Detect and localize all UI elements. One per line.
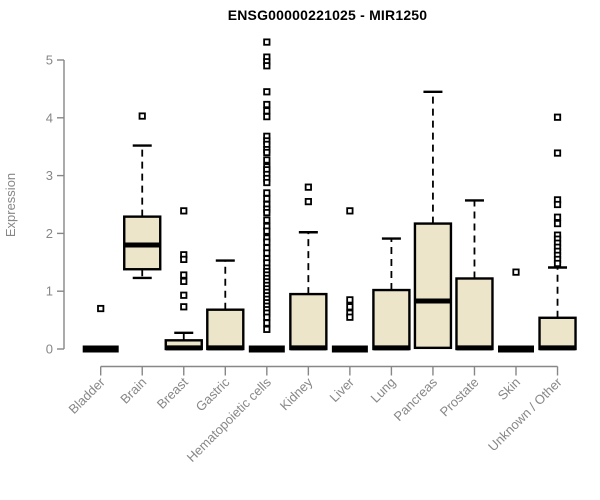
- outlier-point: [553, 219, 562, 228]
- collapsed-box: [82, 345, 119, 353]
- collapsed-box: [331, 345, 368, 353]
- outlier-point: [138, 112, 146, 120]
- x-category-label: Kidney: [277, 374, 316, 413]
- outlier-point: [346, 303, 354, 311]
- outlier-point: [180, 303, 188, 311]
- box: [538, 316, 577, 351]
- x-category-label: Breast: [154, 374, 191, 411]
- outlier-point: [180, 291, 188, 299]
- outlier-point: [180, 255, 188, 264]
- x-category-label: Unknown / Other: [485, 374, 565, 454]
- box: [413, 222, 453, 350]
- outlier-point: [263, 62, 271, 70]
- outlier-point: [263, 319, 271, 327]
- y-tick-label: 3: [46, 168, 53, 183]
- outlier-point: [304, 198, 312, 206]
- x-category-label: Liver: [326, 374, 357, 405]
- outlier-point: [263, 216, 271, 224]
- outlier-point: [263, 238, 271, 246]
- outlier-point: [263, 189, 271, 197]
- outlier-point: [304, 183, 312, 191]
- outlier-point: [263, 178, 271, 187]
- x-category-label: Lung: [367, 375, 398, 406]
- y-tick-label: 5: [46, 53, 53, 68]
- box: [289, 292, 328, 351]
- y-tick-label: 1: [46, 284, 53, 299]
- outlier-point: [553, 113, 562, 121]
- outlier-point: [263, 313, 271, 321]
- outlier-point: [512, 268, 520, 276]
- y-axis-label: Expression: [3, 173, 18, 237]
- collapsed-box: [498, 345, 534, 353]
- outlier-point: [263, 38, 271, 46]
- x-category-label: Brain: [117, 375, 149, 407]
- outlier-point: [263, 148, 271, 157]
- outlier-point: [263, 325, 271, 333]
- outlier-point: [346, 313, 354, 321]
- outlier-point: [263, 208, 271, 217]
- outlier-point: [263, 156, 271, 164]
- outlier-point: [263, 100, 271, 109]
- x-category-label: Skin: [495, 375, 523, 403]
- outlier-point: [553, 200, 562, 209]
- y-tick-label: 0: [46, 342, 53, 357]
- x-category-label: Gastric: [193, 374, 233, 414]
- collapsed-box: [248, 345, 285, 353]
- outlier-point: [180, 207, 188, 215]
- outlier-point: [263, 107, 271, 115]
- y-tick-label: 2: [46, 226, 53, 241]
- box: [372, 288, 411, 351]
- outlier-point: [263, 249, 271, 257]
- x-category-label: Pancreas: [391, 374, 441, 424]
- outlier-point: [180, 277, 188, 285]
- outlier-point: [97, 304, 105, 313]
- outlier-point: [263, 88, 271, 96]
- outlier-point: [553, 213, 562, 221]
- y-tick-label: 4: [46, 110, 53, 125]
- box: [206, 308, 245, 351]
- outlier-point: [263, 113, 271, 121]
- chart-title: ENSG00000221025 - MIR1250: [227, 7, 428, 23]
- x-category-label: Prostate: [437, 375, 482, 420]
- outlier-point: [553, 259, 562, 268]
- outlier-point: [263, 227, 271, 235]
- box: [455, 277, 494, 351]
- outlier-point: [346, 207, 354, 215]
- x-category-label: Bladder: [66, 374, 109, 417]
- outlier-point: [263, 195, 271, 203]
- outlier-point: [180, 271, 188, 279]
- outlier-point: [553, 149, 562, 157]
- outlier-point: [346, 296, 354, 304]
